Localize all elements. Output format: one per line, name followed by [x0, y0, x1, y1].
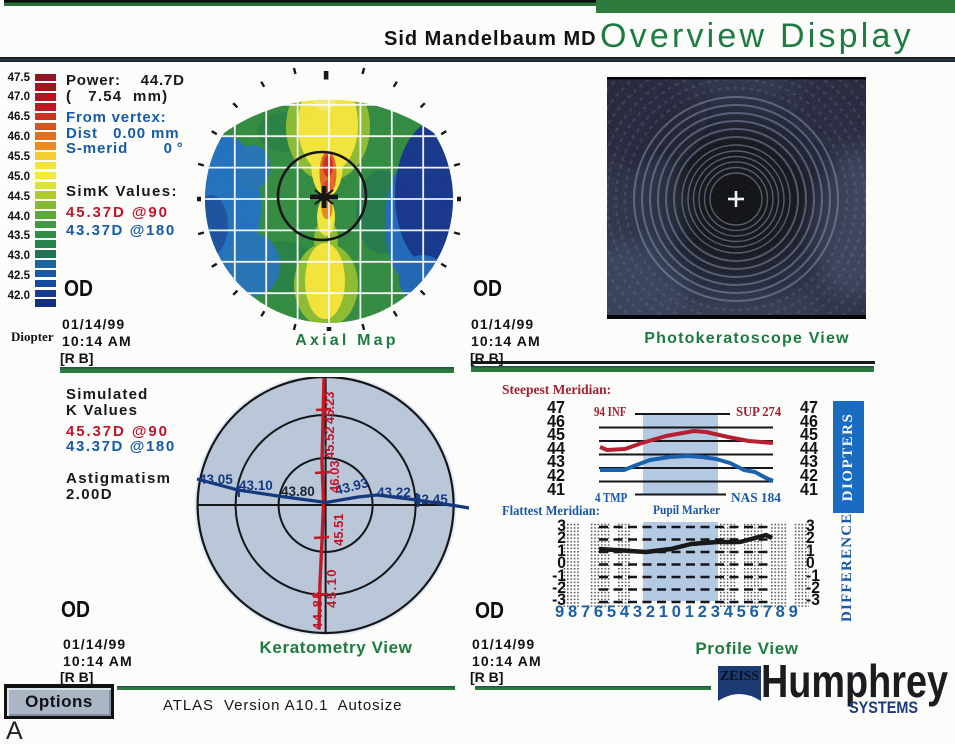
svg-text:ZEISS: ZEISS: [720, 669, 759, 684]
svg-text:Humphrey: Humphrey: [761, 655, 948, 707]
svg-text:SYSTEMS: SYSTEMS: [849, 698, 918, 717]
